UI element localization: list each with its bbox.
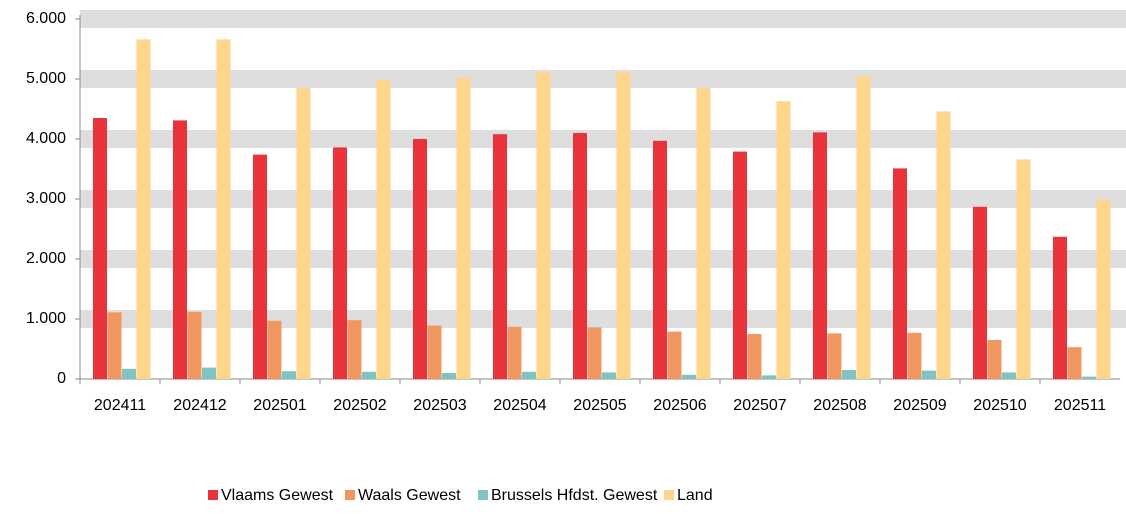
bar [427, 325, 442, 379]
bar [616, 71, 631, 380]
bar [813, 132, 827, 379]
x-tick-label: 202505 [573, 397, 626, 414]
bar [173, 120, 187, 380]
bar [936, 111, 951, 380]
legend-swatch [208, 490, 218, 500]
bar [202, 367, 216, 379]
bar [987, 340, 1002, 379]
x-tick-label: 202509 [893, 397, 946, 414]
bar [733, 151, 747, 379]
x-tick-label: 202502 [333, 397, 386, 414]
bar [107, 312, 122, 379]
x-tick-label: 202507 [733, 397, 786, 414]
bar [442, 373, 456, 379]
x-tick-label: 202506 [653, 397, 706, 414]
y-tick-label: 2.000 [26, 250, 66, 267]
y-tick-label: 6.000 [26, 10, 66, 27]
bar [507, 326, 522, 379]
legend-label: Vlaams Gewest [221, 487, 334, 504]
bar [856, 76, 871, 379]
bar [333, 147, 347, 379]
bar [762, 375, 776, 379]
bar [296, 88, 311, 379]
bar [362, 371, 376, 379]
bar [1002, 372, 1016, 379]
bar [842, 370, 856, 379]
x-tick-label: 202501 [253, 397, 306, 414]
x-tick-label: 202511 [1054, 397, 1106, 414]
bar [347, 320, 362, 379]
bar [282, 371, 296, 379]
bar [573, 133, 587, 379]
bar [893, 168, 907, 379]
bar [1053, 236, 1067, 379]
bar [907, 332, 922, 379]
x-tick-label: 202503 [413, 397, 466, 414]
bar [1082, 376, 1096, 379]
bar [973, 206, 987, 379]
legend-label: Land [677, 487, 713, 504]
bar [376, 80, 391, 379]
bar [696, 88, 711, 379]
bar [267, 320, 282, 379]
bar [413, 139, 427, 379]
bar [122, 368, 136, 379]
y-tick-label: 1.000 [26, 310, 66, 327]
x-tick-label: 202508 [813, 397, 866, 414]
bar [922, 370, 936, 379]
bar [1096, 199, 1111, 379]
grid-band [80, 250, 1126, 268]
legend-swatch [664, 490, 674, 500]
bar [253, 154, 267, 379]
bar [1016, 159, 1031, 379]
y-tick-label: 5.000 [26, 70, 66, 87]
grid-band [80, 10, 1126, 28]
y-tick-label: 3.000 [26, 190, 66, 207]
bar [602, 372, 616, 379]
bar [493, 134, 507, 379]
x-tick-label: 202510 [973, 397, 1026, 414]
legend-label: Brussels Hfdst. Gewest [491, 487, 658, 504]
bar [653, 140, 667, 379]
bar [93, 118, 107, 379]
grid-band [80, 130, 1126, 148]
y-tick-label: 0 [57, 370, 66, 387]
legend-swatch [345, 490, 355, 500]
bar [522, 371, 536, 379]
bar [747, 334, 762, 379]
bar [587, 327, 602, 379]
x-tick-label: 202412 [173, 397, 226, 414]
legend-label: Waals Gewest [358, 487, 461, 504]
grid-band [80, 310, 1126, 328]
bar [216, 39, 231, 380]
bar [456, 77, 471, 380]
grid-band [80, 190, 1126, 208]
bar [776, 101, 791, 379]
x-tick-label: 202411 [94, 397, 146, 414]
x-tick-label: 202504 [493, 397, 546, 414]
bar [667, 331, 682, 379]
bar [187, 311, 202, 379]
grid-band [80, 70, 1126, 88]
bar [536, 71, 551, 380]
bar [136, 39, 151, 380]
y-tick-label: 4.000 [26, 130, 66, 147]
bar [827, 333, 842, 379]
bar [682, 374, 696, 379]
bar [1067, 347, 1082, 379]
legend-swatch [478, 490, 488, 500]
